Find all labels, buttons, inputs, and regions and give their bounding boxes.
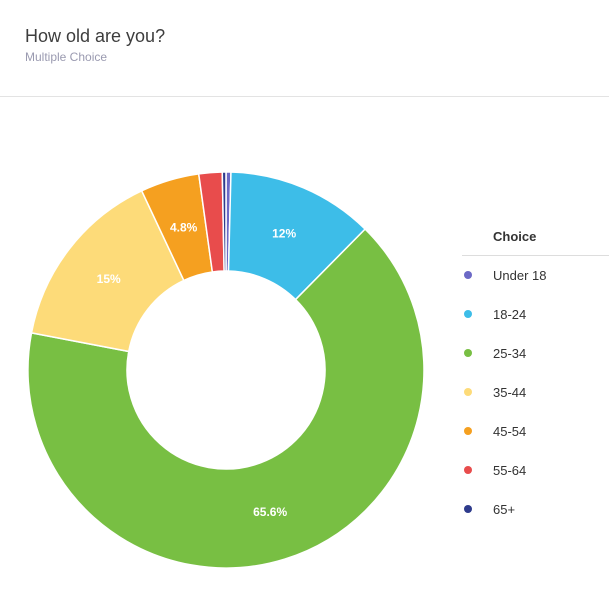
question-header: How old are you? Multiple Choice <box>0 0 609 97</box>
slice-label-45-54: 4.8% <box>170 221 198 235</box>
legend-dot-icon <box>464 349 472 357</box>
slice-label-18-24: 12% <box>272 226 296 240</box>
legend-item-18-24[interactable]: 18-24 <box>462 295 609 334</box>
legend-label: 25-34 <box>493 346 527 361</box>
slice-65-[interactable] <box>221 171 227 272</box>
legend-label: 18-24 <box>493 307 527 322</box>
legend-dot-icon <box>464 388 472 396</box>
question-title: How old are you? <box>25 26 166 46</box>
slice-label-25-34: 65.6% <box>253 505 287 519</box>
legend-dot-icon <box>464 505 472 513</box>
legend-item-under-18[interactable]: Under 18 <box>462 256 609 295</box>
legend-item-45-54[interactable]: 45-54 <box>462 412 609 451</box>
legend-label: 55-64 <box>493 463 527 478</box>
slice-label-35-44: 15% <box>97 272 121 286</box>
legend-label: 65+ <box>493 502 516 517</box>
legend-item-65-[interactable]: 65+ <box>462 490 609 529</box>
slice-25-34[interactable] <box>27 228 425 569</box>
legend-label: 45-54 <box>493 424 527 439</box>
question-type: Multiple Choice <box>25 50 108 64</box>
legend-item-25-34[interactable]: 25-34 <box>462 334 609 373</box>
legend-dot-icon <box>464 466 472 474</box>
chart-legend: Choice Under 18 18-24 25-34 35-44 45-54 55-64… <box>462 218 609 529</box>
legend-item-35-44[interactable]: 35-44 <box>462 373 609 412</box>
legend-dot-icon <box>464 310 472 318</box>
legend-item-55-64[interactable]: 55-64 <box>462 451 609 490</box>
donut-chart: 12% 65.6% 15% 4.8% <box>27 171 425 569</box>
legend-dot-icon <box>464 427 472 435</box>
legend-title: Choice <box>462 218 609 256</box>
legend-dot-icon <box>464 271 472 279</box>
legend-label: Under 18 <box>493 268 547 283</box>
legend-label: 35-44 <box>493 385 527 400</box>
